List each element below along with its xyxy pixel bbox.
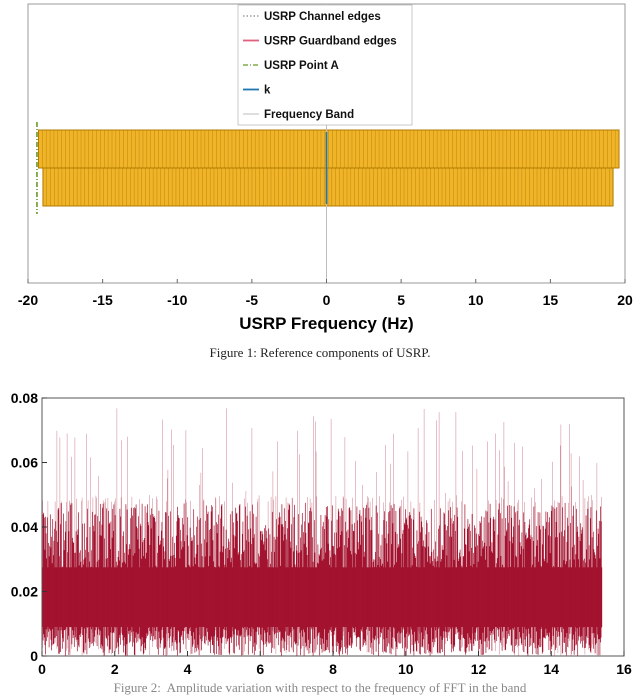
series-peaks <box>42 408 602 656</box>
legend-label-3: USRP Point A <box>264 60 339 72</box>
x-tick-label: -10 <box>167 292 187 308</box>
x-tick-label: 16 <box>616 661 632 677</box>
figure1-chart: USRP Channel edges USRP Guardband edges US… <box>18 3 633 333</box>
figure1-caption: Figure 1: Reference components of USRP. <box>0 345 640 361</box>
y-tick-label: 0.08 <box>11 390 38 406</box>
x-tick-label: -5 <box>246 292 259 308</box>
x-tick-label: -20 <box>18 292 38 308</box>
legend-label-2: USRP Guardband edges <box>264 36 397 48</box>
series-body <box>42 502 602 656</box>
figure2-amplitude-series <box>42 408 603 656</box>
x-tick-label: 10 <box>468 292 484 308</box>
y-tick-label: 0.02 <box>11 584 38 600</box>
y-tick-label: 0.06 <box>11 455 38 471</box>
figure1-legend: USRP Channel edges USRP Guardband edges US… <box>237 4 413 126</box>
x-tick-label: 2 <box>111 661 119 677</box>
figure1-x-axis-label: USRP Frequency (Hz) <box>239 314 413 333</box>
x-tick-label: 12 <box>471 661 487 677</box>
figure2-chart: 0 0.02 0.04 0.06 0.08 0 2 4 6 8 10 12 14 16 <box>11 390 632 677</box>
figure2-caption: Figure 2: Amplitude variation with respe… <box>0 680 640 696</box>
x-tick-label: 10 <box>398 661 414 677</box>
x-tick-label: -15 <box>93 292 113 308</box>
x-tick-label: 15 <box>543 292 559 308</box>
figure1-band-row-2 <box>42 167 614 207</box>
legend-box <box>237 4 413 126</box>
legend-label-1: USRP Channel edges <box>264 11 381 23</box>
x-tick-label: 4 <box>184 661 192 677</box>
figure1-caption-text: Reference components of USRP. <box>260 345 431 360</box>
figure1-band-row-1 <box>37 129 620 169</box>
x-tick-label: 0 <box>323 292 331 308</box>
y-tick-label: 0.04 <box>11 519 38 535</box>
x-tick-label: 6 <box>256 661 264 677</box>
y-tick-label: 0 <box>30 648 38 664</box>
figure1-caption-prefix: Figure 1: <box>209 345 257 360</box>
legend-label-5: Frequency Band <box>264 109 354 121</box>
x-tick-label: 20 <box>617 292 633 308</box>
x-tick-label: 14 <box>543 661 559 677</box>
legend-label-4: k <box>264 85 271 97</box>
x-tick-label: 5 <box>397 292 405 308</box>
x-tick-label: 8 <box>329 661 337 677</box>
x-tick-label: 0 <box>38 661 46 677</box>
figure2-caption-text: Figure 2: Amplitude variation with respe… <box>113 680 527 695</box>
